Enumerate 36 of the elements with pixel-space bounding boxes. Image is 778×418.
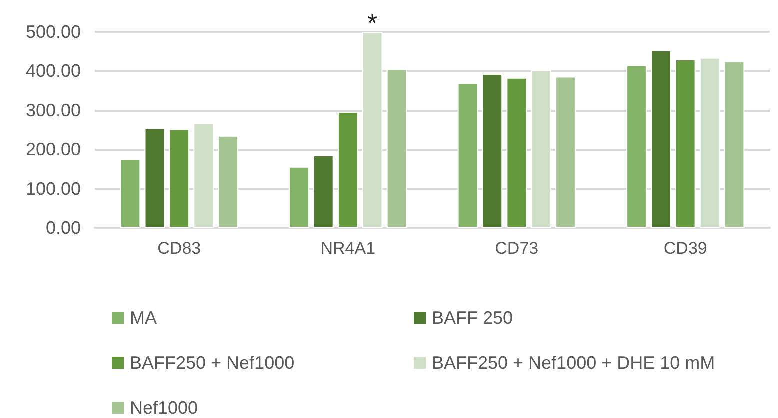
bar: [700, 58, 720, 228]
y-tick-label: 400.00: [26, 61, 81, 82]
bar: [458, 82, 478, 228]
x-tick-label: CD83: [158, 239, 202, 258]
bar: [338, 112, 358, 228]
bar: [556, 76, 576, 228]
bar: [651, 50, 672, 228]
bar: [531, 70, 552, 228]
bar: [169, 129, 190, 228]
bar: [724, 61, 745, 228]
bar: [194, 122, 214, 228]
x-tick-label: NR4A1: [320, 239, 376, 258]
legend-label: BAFF250 + Nef1000: [130, 353, 295, 373]
y-tick-label: 300.00: [26, 100, 81, 120]
legend-label: BAFF 250: [432, 308, 514, 328]
y-tick-label: 200.00: [26, 140, 81, 160]
bar: [675, 59, 696, 228]
annotation: *: [368, 8, 378, 38]
bar: [482, 74, 503, 228]
y-tick-label: 0.00: [46, 218, 81, 238]
x-tick-label: CD73: [495, 239, 539, 258]
legend-label: Nef1000: [130, 398, 198, 418]
bar: [289, 166, 310, 228]
bar: [314, 155, 334, 228]
legend-label: BAFF250 + Nef1000 + DHE 10 mM: [432, 353, 716, 373]
legend-label: MA: [130, 308, 157, 328]
x-tick-label: CD39: [664, 239, 708, 258]
bar: [626, 65, 647, 228]
bar: [386, 69, 408, 228]
bar: [120, 159, 141, 228]
y-tick-label: 500.00: [26, 22, 81, 42]
bar: [218, 136, 238, 228]
bar: [362, 32, 383, 228]
bar: [144, 128, 166, 228]
bar: [506, 78, 528, 228]
y-tick-label: 100.00: [26, 178, 81, 199]
